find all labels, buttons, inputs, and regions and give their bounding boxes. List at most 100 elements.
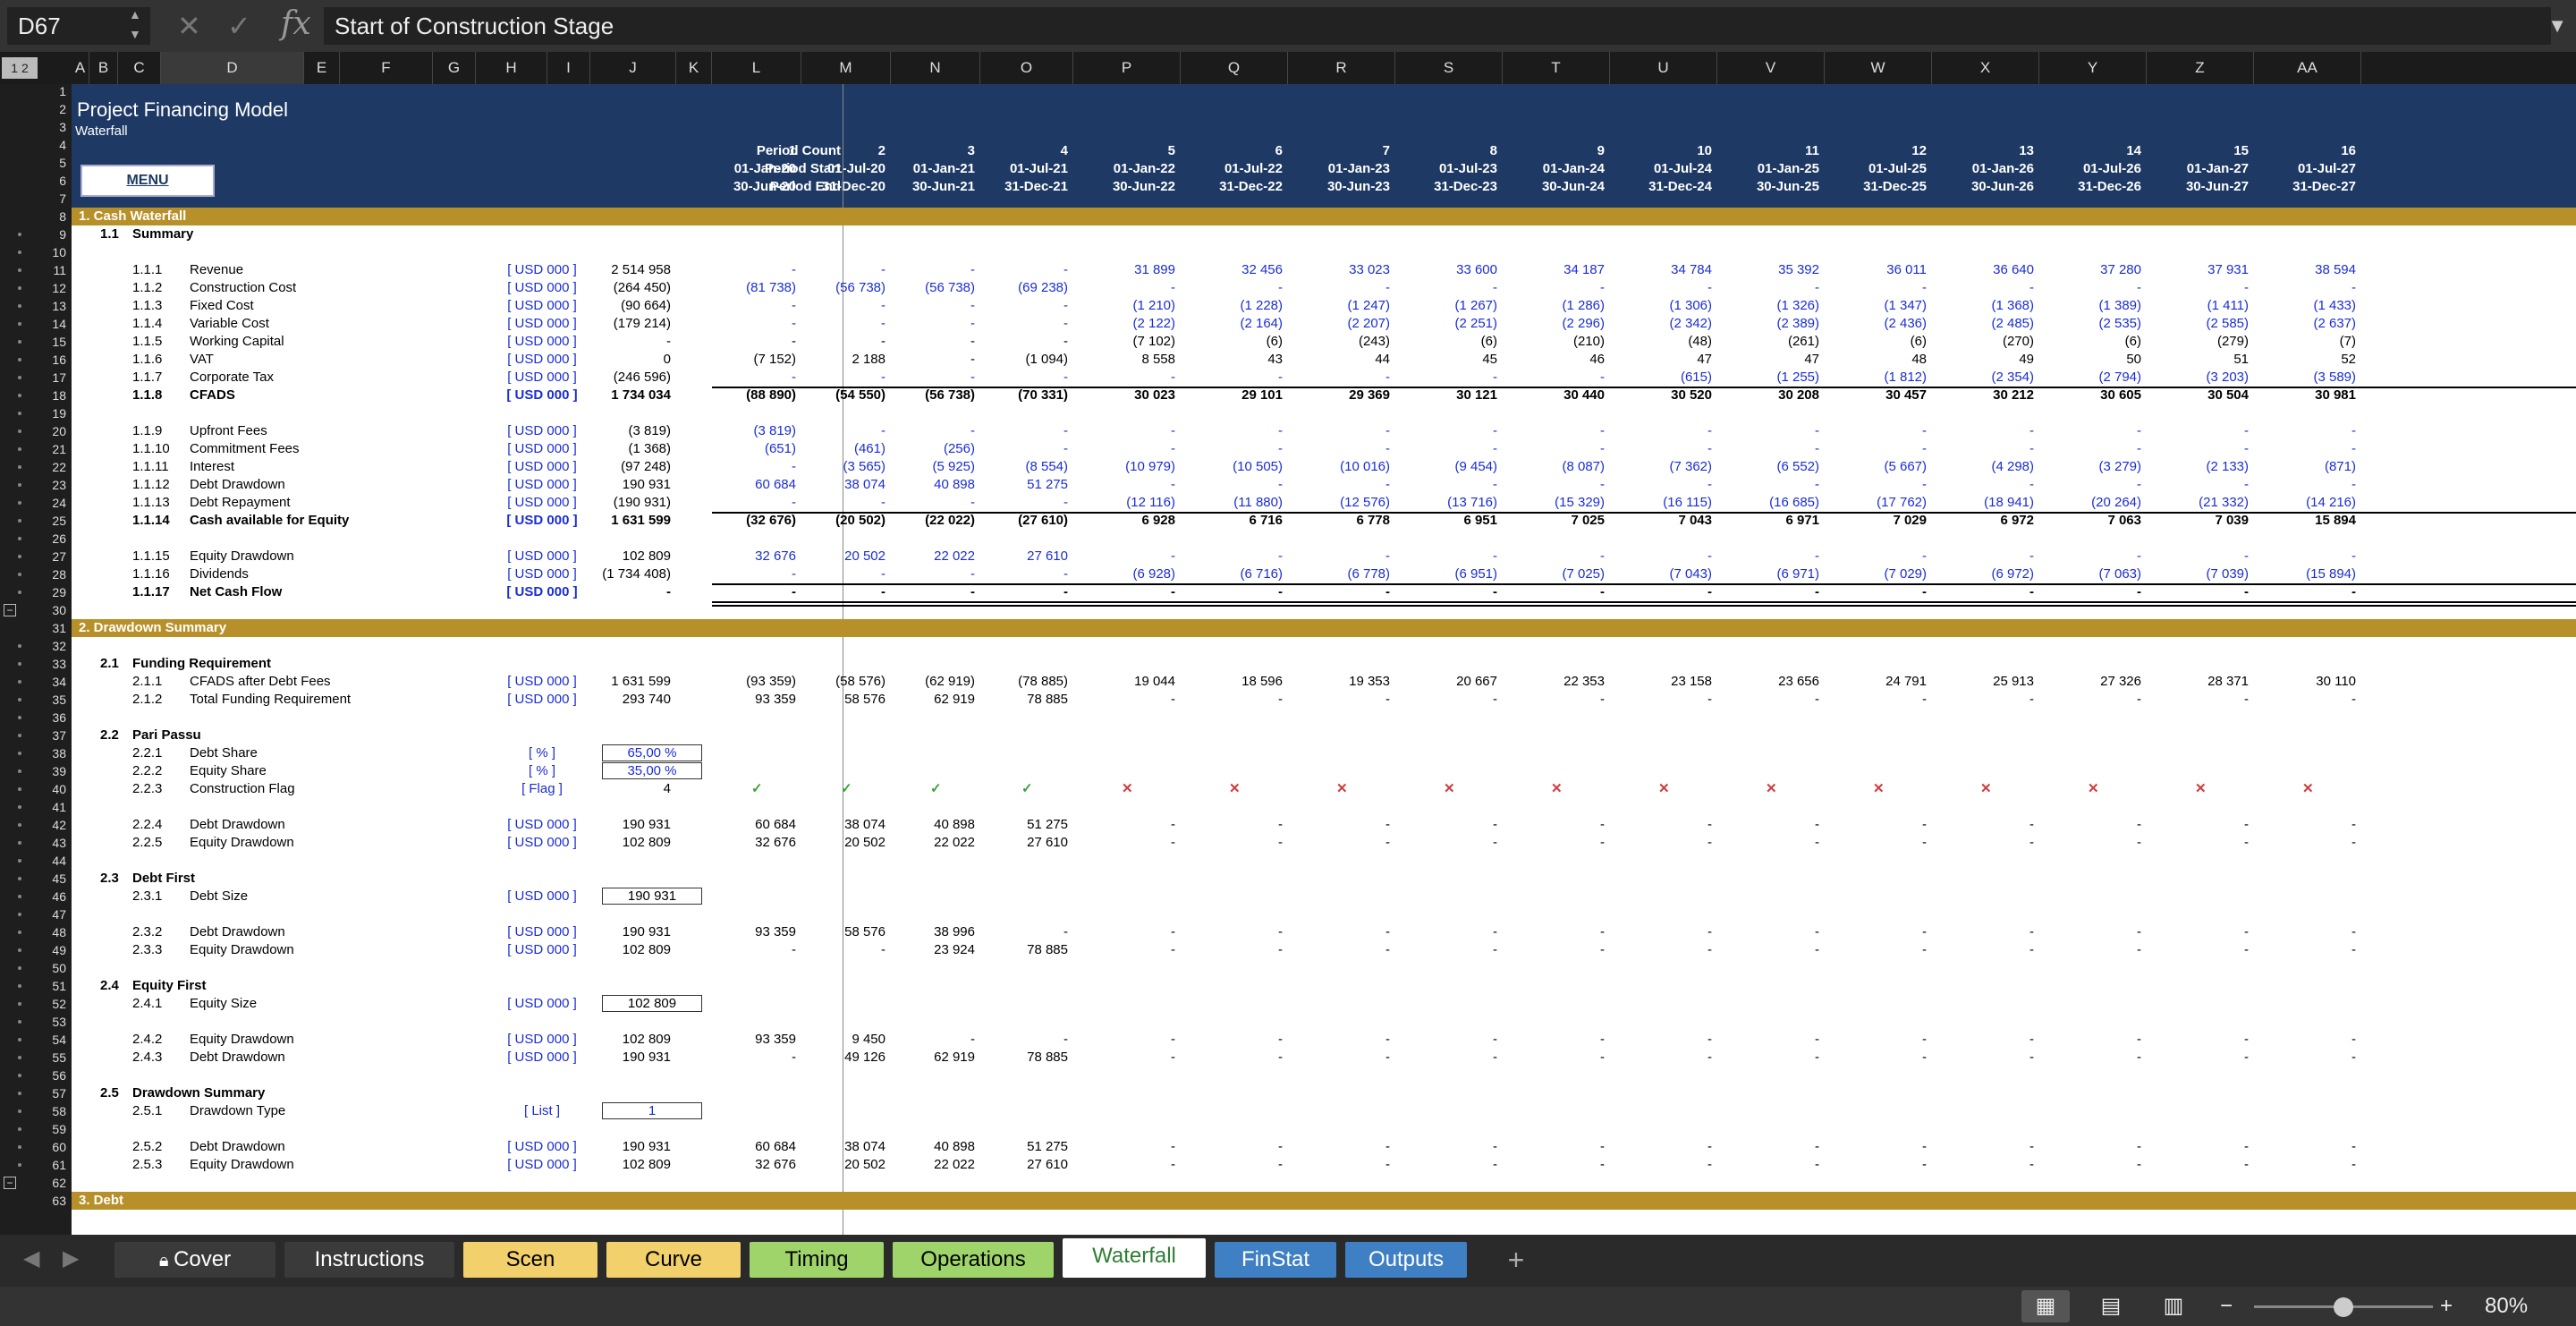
table-row[interactable]: 1.1.17 Net Cash Flow [ USD 000 ] - - - - - - - - - -… — [72, 583, 2576, 601]
row-header[interactable]: 41 — [52, 800, 66, 814]
column-header-q[interactable]: Q — [1181, 52, 1288, 84]
period-value[interactable]: - — [1707, 423, 1712, 438]
period-value[interactable]: - — [2137, 1139, 2141, 1154]
period-value[interactable]: - — [1278, 942, 1283, 957]
period-value[interactable]: - — [1385, 692, 1390, 707]
row-header[interactable]: 22 — [52, 460, 66, 474]
input-cell[interactable]: 190 931 — [602, 888, 702, 905]
period-value[interactable]: - — [1063, 423, 1068, 438]
row-header[interactable]: 9 — [59, 227, 66, 242]
period-value[interactable]: 7 029 — [1893, 513, 1927, 528]
period-value[interactable]: 58 576 — [844, 692, 886, 707]
period-value[interactable]: 6 778 — [1356, 513, 1390, 528]
period-value[interactable]: (2 535) — [2098, 316, 2141, 331]
period-value[interactable]: (2 794) — [2098, 370, 2141, 385]
period-value[interactable]: - — [1707, 280, 1712, 295]
table-row[interactable]: 2.2.2 Equity Share [ % ] — [72, 762, 2576, 780]
period-value[interactable]: (7 043) — [1669, 566, 1712, 582]
period-value[interactable]: - — [881, 334, 886, 349]
period-value[interactable]: (7 152) — [753, 352, 796, 367]
period-value[interactable]: 50 — [2126, 352, 2141, 367]
page-layout-icon[interactable]: ▤ — [2100, 1294, 2122, 1318]
period-value[interactable]: - — [2244, 280, 2249, 295]
period-value[interactable]: - — [2029, 1050, 2034, 1065]
period-value[interactable]: 7 025 — [1571, 513, 1605, 528]
period-value[interactable]: - — [1063, 584, 1068, 599]
collapse-group-icon[interactable]: − — [4, 604, 16, 616]
period-value[interactable]: (1 433) — [2313, 298, 2356, 313]
period-value[interactable]: - — [2137, 280, 2141, 295]
table-row[interactable]: 1.1.15 Equity Drawdown [ USD 000 ] 102 809 3… — [72, 548, 2576, 565]
period-value[interactable]: - — [2244, 584, 2249, 599]
table-row[interactable]: 2.4.3 Debt Drawdown [ USD 000 ] 190 931 - 49 … — [72, 1049, 2576, 1067]
period-value[interactable]: - — [2244, 1050, 2249, 1065]
period-value[interactable]: - — [1171, 1050, 1175, 1065]
period-value[interactable]: - — [792, 584, 796, 599]
table-row[interactable]: 1.1.2 Construction Cost [ USD 000 ] (264 45… — [72, 279, 2576, 297]
period-value[interactable]: 22 022 — [934, 548, 975, 564]
period-value[interactable]: - — [1493, 692, 1497, 707]
period-value[interactable]: 20 502 — [844, 1157, 886, 1172]
period-value[interactable]: - — [1171, 370, 1175, 385]
period-value[interactable]: (22 022) — [925, 513, 975, 528]
period-value[interactable]: - — [2244, 1032, 2249, 1047]
period-value[interactable]: (615) — [1680, 370, 1712, 385]
row-header[interactable]: 48 — [52, 925, 66, 939]
period-value[interactable]: - — [1922, 280, 1927, 295]
period-value[interactable]: (2 436) — [1884, 316, 1927, 331]
period-value[interactable]: - — [792, 566, 796, 582]
row-header[interactable]: 8 — [59, 209, 66, 224]
table-row[interactable]: 2.2.3 Construction Flag [ Flag ] 4 ✓ ✓ ✓ ✓ ✕ ✕ ✕ ✕ ✕… — [72, 780, 2576, 798]
period-value[interactable]: (461) — [853, 441, 886, 456]
period-value[interactable]: - — [1385, 280, 1390, 295]
period-value[interactable]: (12 576) — [1340, 495, 1390, 510]
period-value[interactable]: (6 951) — [1454, 566, 1497, 582]
period-value[interactable]: 58 576 — [844, 924, 886, 939]
period-value[interactable]: - — [1278, 423, 1283, 438]
period-value[interactable]: - — [1815, 1157, 1819, 1172]
period-value[interactable]: - — [2351, 584, 2356, 599]
period-value[interactable]: - — [970, 316, 975, 331]
period-value[interactable]: - — [792, 459, 796, 474]
period-value[interactable]: - — [1171, 1139, 1175, 1154]
period-value[interactable]: (3 279) — [2098, 459, 2141, 474]
period-value[interactable]: (7 102) — [1132, 334, 1175, 349]
period-value[interactable]: (9 454) — [1454, 459, 1497, 474]
row-header[interactable]: 30 — [52, 603, 66, 617]
period-value[interactable]: - — [1707, 942, 1712, 957]
row-header[interactable]: 24 — [52, 496, 66, 510]
row-header[interactable]: 28 — [52, 567, 66, 582]
period-value[interactable]: (3 203) — [2206, 370, 2249, 385]
period-value[interactable]: - — [2137, 1050, 2141, 1065]
column-header-s[interactable]: S — [1395, 52, 1503, 84]
row-header[interactable]: 55 — [52, 1050, 66, 1065]
add-sheet-button[interactable]: + — [1507, 1244, 1525, 1276]
period-value[interactable]: - — [1493, 1157, 1497, 1172]
period-value[interactable]: - — [1063, 1032, 1068, 1047]
period-value[interactable]: - — [1278, 1032, 1283, 1047]
period-value[interactable]: - — [1600, 924, 1605, 939]
row-header[interactable]: 23 — [52, 478, 66, 492]
row-header[interactable]: 40 — [52, 782, 66, 796]
period-value[interactable]: - — [1171, 423, 1175, 438]
row-header[interactable]: 18 — [52, 388, 66, 403]
period-value[interactable]: - — [1493, 477, 1497, 492]
table-row[interactable]: 2.5 Drawdown Summary — [72, 1084, 2576, 1102]
period-value[interactable]: (2 389) — [1776, 316, 1819, 331]
period-value[interactable]: (18 941) — [1984, 495, 2034, 510]
period-value[interactable]: - — [1278, 924, 1283, 939]
period-value[interactable]: 93 359 — [755, 1032, 796, 1047]
sheet-tab-timing[interactable]: Timing — [750, 1242, 884, 1278]
row-header[interactable]: 34 — [52, 675, 66, 689]
sheet-tab-waterfall[interactable]: Waterfall — [1063, 1238, 1206, 1278]
row-header[interactable]: 39 — [52, 764, 66, 778]
period-value[interactable]: 38 074 — [844, 477, 886, 492]
row-header[interactable]: 26 — [52, 531, 66, 546]
period-value[interactable]: - — [2137, 924, 2141, 939]
table-row[interactable]: 1.1.5 Working Capital [ USD 000 ] - - - - - (7 1… — [72, 333, 2576, 351]
period-value[interactable]: - — [1278, 1050, 1283, 1065]
name-box[interactable]: D67 — [7, 7, 150, 45]
period-value[interactable]: - — [1493, 835, 1497, 850]
period-value[interactable]: - — [1171, 924, 1175, 939]
column-header-z[interactable]: Z — [2147, 52, 2254, 84]
